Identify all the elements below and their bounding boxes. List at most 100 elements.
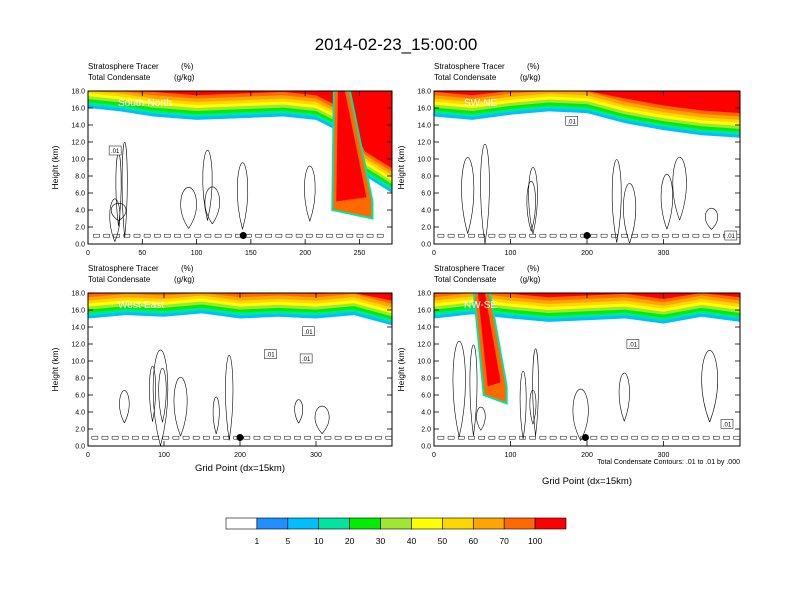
colorbar-swatch [442,517,474,530]
title-line-1: Stratosphere Tracer [434,264,505,273]
y-tick-label: 8.0 [421,174,431,181]
y-tick-label: 0.0 [421,242,431,249]
colorbar-label: 1 [255,536,260,546]
condensate-contour [476,406,486,431]
y-tick-label: 18.0 [417,291,431,298]
contour-label-box [108,145,122,156]
location-marker [236,434,244,441]
contour-label: .01 [723,422,732,428]
contour-label-box [299,353,313,364]
tracer-intrusion-core [477,293,501,387]
y-tick-label: 4.0 [421,410,431,417]
y-axis-label: Height (km) [396,145,406,189]
condensate-contour [526,180,536,232]
panel-west-east: .01 .01 .01 West-East Stratosphere Tracer (%)… [50,264,393,474]
title-line-2: Total Condensate [88,73,151,82]
colorbar-swatch [318,517,350,530]
contour-label: .01 [302,357,311,363]
y-tick-label: 0.0 [421,444,431,451]
y-tick-label: 12.0 [417,140,431,147]
y-tick-label: 2.0 [75,225,85,232]
colorbar-label: 70 [499,536,509,546]
x-tick-label: 200 [581,250,593,257]
units-line-2: (g/kg) [520,73,541,82]
y-tick-label: 6.0 [421,191,431,198]
y-tick-label: 16.0 [417,106,431,113]
colorbar-label: 20 [345,536,355,546]
x-tick-label: 200 [234,452,246,459]
x-tick-label: 50 [138,250,146,257]
y-tick-label: 4.0 [75,410,85,417]
colorbar-label: 40 [407,536,417,546]
colorbar-swatch [380,517,412,530]
colorbar-swatch [472,517,505,530]
y-tick-label: 0.0 [75,242,85,249]
y-tick-label: 8.0 [75,376,85,383]
contour-label: .01 [629,343,638,349]
y-tick-label: 2.0 [421,225,431,232]
y-tick-label: 6.0 [75,191,85,198]
contour-label-box [724,230,738,241]
y-tick-label: 4.0 [75,208,85,215]
x-tick-label: 300 [310,452,322,459]
contour-label: .01 [727,234,736,240]
condensate-contour [611,159,622,243]
tracer-band [88,91,392,191]
condensate-contour [149,365,156,422]
condensate-contour [225,354,234,441]
y-tick-label: 4.0 [421,208,431,215]
x-tick-label: 100 [191,250,203,257]
condensate-contour [237,162,249,230]
units-line-1: (%) [527,264,540,273]
location-marker [239,232,247,239]
condensate-contour [152,349,169,446]
y-tick-label: 8.0 [421,376,431,383]
condensate-contour [461,157,475,234]
panel-south-north: .01 South-North Stratosphere Tracer (%) Tota… [50,62,393,257]
condensate-contour [469,344,478,436]
y-tick-label: 10.0 [417,359,431,366]
plot-area: .01 .01 [434,293,740,446]
location-marker [581,434,589,441]
condensate-contour [121,141,128,238]
contour-label: .01 [111,149,120,155]
title-line-1: Stratosphere Tracer [434,62,505,71]
contour-label: .01 [304,330,313,336]
condensate-contour [110,202,127,221]
condensate-contour [480,143,490,244]
y-tick-label: 14.0 [417,325,431,332]
contour-label: .01 [266,353,275,359]
boundary-layer-contours [437,233,740,238]
title-line-1: Stratosphere Tracer [88,264,159,273]
contour-label-box [264,349,277,359]
x-tick-label: 300 [658,250,670,257]
y-tick-label: 14.0 [417,123,431,130]
location-marker [583,232,591,239]
panel-name: West-East [118,300,164,311]
units-line-2: (g/kg) [520,275,541,284]
colorbar-label: 30 [376,536,386,546]
plot-frame [87,90,393,245]
colorbar-swatch [503,517,536,530]
y-tick-label: 12.0 [71,140,85,147]
x-tick-label: 150 [245,250,257,257]
units-line-2: (g/kg) [174,73,195,82]
condensate-contour [202,149,213,221]
contour-label: .01 [568,119,577,125]
condensate-contour [705,207,718,230]
x-tick-label: 100 [505,250,517,257]
condensate-contour [532,348,539,437]
x-axis-label: Grid Point (dx=15km) [195,463,285,474]
boundary-layer-contours [93,233,384,238]
colorbar-swatch [256,517,289,530]
y-tick-label: 16.0 [71,106,85,113]
y-tick-label: 8.0 [75,174,85,181]
condensate-contour [618,372,630,422]
colorbar-swatch [411,517,443,530]
tracer-intrusion-core [336,91,367,202]
condensate-contour [314,405,330,434]
boundary-layer-contours [91,435,392,440]
y-tick-label: 10.0 [71,359,85,366]
colorbar-label: 60 [469,536,479,546]
